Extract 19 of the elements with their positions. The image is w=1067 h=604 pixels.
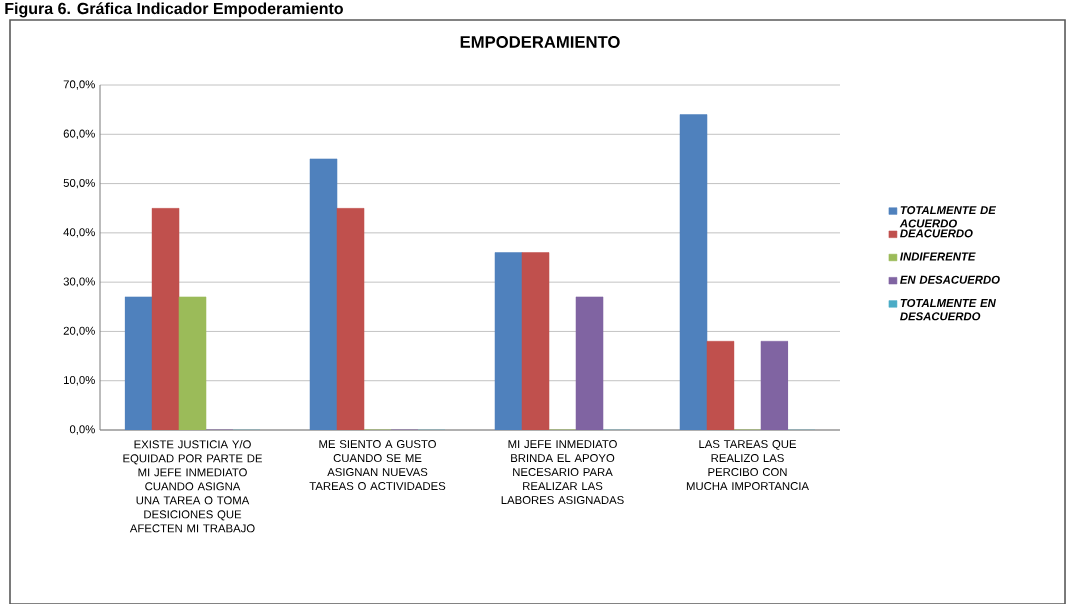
y-tick-label: 20,0% [63, 326, 95, 337]
legend-label: TOTALMENTE EN DESACUERDO [900, 298, 996, 321]
legend-label: INDIFERENTE [900, 252, 976, 261]
x-tick-label: MI JEFE INMEDIATO BRINDA EL APOYO NECESARIO PARA REALIZAR LAS LABORES ASIGNADAS [501, 440, 624, 505]
text: Figura 6. Gráfica Indicador Empoderamiento [5, 2, 343, 18]
x-tick-label: LAS TAREAS QUE REALIZO LAS PERCIBO CON MUCHA IMPORTANCIA [686, 440, 809, 491]
x-tick-label: EXISTE JUSTICIA Y/O EQUIDAD POR PARTE DE MI JEFE INMEDIATO CUANDO ASIGNA UNA TAREA O TOMA DESICIONES QUE AFECTEN MI TRABAJO [123, 440, 263, 533]
y-tick-label: 0,0% [69, 425, 95, 435]
legend-label: DEACUERDO [900, 229, 973, 238]
y-tick-label: 50,0% [63, 178, 95, 189]
y-tick-label: 10,0% [64, 376, 95, 386]
chart-title: EMPODERAMIENTO [460, 36, 620, 48]
legend-label: EN DESACUERDO [900, 275, 1000, 284]
y-tick-label: 70,0% [63, 80, 95, 90]
y-tick-label: 30,0% [63, 277, 95, 287]
y-tick-label: 40,0% [63, 228, 95, 238]
legend-label: TOTALMENTE DE ACUERDO [899, 206, 997, 228]
y-tick-label: 60,0% [63, 129, 95, 139]
x-tick-label: ME SIENTO A GUSTO CUANDO SE ME ASIGNAN NUEVAS TAREAS O ACTIVIDADES [309, 440, 446, 491]
